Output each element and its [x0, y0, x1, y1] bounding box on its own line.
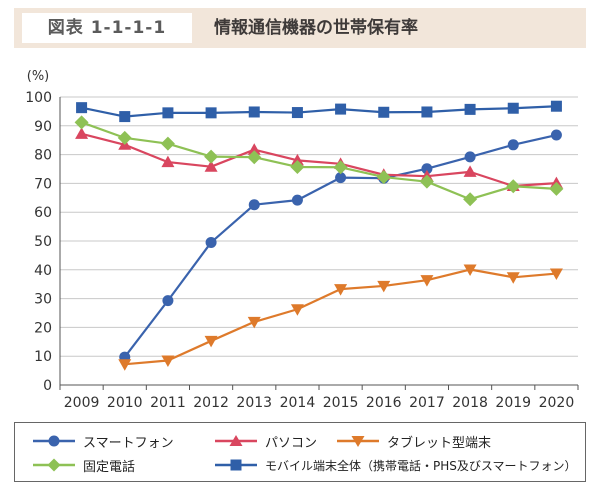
- point-landline-2019: [506, 179, 521, 194]
- series-line-pc: [81, 132, 557, 188]
- point-smartphone-2015: [335, 172, 347, 184]
- point-pc-2012: [204, 160, 218, 172]
- point-tablet-2013: [247, 316, 261, 329]
- point-landline-2020: [549, 181, 564, 196]
- point-landline-2014: [290, 159, 305, 174]
- point-landline-2010: [117, 130, 132, 145]
- x-tick-label-2013: 2013: [236, 395, 272, 411]
- point-mobile-2012: [205, 107, 217, 119]
- x-tick-label-2016: 2016: [366, 395, 402, 411]
- legend-swatch-pc: [215, 435, 257, 446]
- legend-item-smartphone: スマートフォン: [31, 431, 174, 451]
- legend-label-tablet: タブレット型端末: [387, 435, 492, 451]
- point-landline-2011: [160, 136, 175, 151]
- figure-number: 図表 1-1-1-1: [22, 13, 192, 43]
- y-tick-label-20: 20: [34, 320, 52, 336]
- point-tablet-2020: [549, 268, 563, 281]
- figure-header: 図表 1-1-1-1 情報通信機器の世帯保有率: [0, 0, 600, 56]
- x-tick-label-2019: 2019: [495, 395, 531, 411]
- point-tablet-2014: [290, 304, 304, 316]
- y-tick-label-50: 50: [34, 234, 52, 250]
- legend-item-mobile: モバイル端末全体（携帯電話・PHS及びスマートフォン）: [213, 455, 577, 475]
- point-landline-2018: [463, 192, 478, 207]
- point-mobile-2019: [507, 102, 519, 114]
- legend-item-pc: パソコン: [213, 431, 317, 451]
- y-tick-label-0: 0: [43, 378, 52, 394]
- point-pc-2018: [463, 165, 477, 177]
- series-line-landline: [81, 121, 557, 201]
- legend-item-tablet: タブレット型端末: [335, 431, 491, 451]
- point-mobile-2015: [335, 103, 347, 115]
- point-landline-2016: [376, 170, 391, 185]
- legend-swatch-mobile: [215, 459, 257, 471]
- point-mobile-2018: [464, 103, 476, 115]
- point-mobile-2020: [550, 100, 562, 112]
- point-smartphone-2012: [205, 236, 217, 248]
- legend-swatch-tablet: [337, 436, 379, 447]
- series-line-mobile: [81, 105, 557, 118]
- point-landline-2012: [204, 149, 219, 164]
- point-tablet-2010: [118, 359, 132, 371]
- point-smartphone-2018: [464, 151, 476, 163]
- x-tick-label-2017: 2017: [409, 395, 445, 411]
- x-tick-label-2010: 2010: [107, 395, 143, 411]
- y-tick-label-90: 90: [34, 119, 52, 135]
- y-tick-label-60: 60: [34, 205, 52, 221]
- point-smartphone-2011: [162, 295, 174, 307]
- y-tick-label-100: 100: [25, 90, 52, 106]
- point-landline-2017: [419, 174, 434, 189]
- y-tick-label-40: 40: [34, 263, 52, 279]
- point-smartphone-2019: [507, 139, 519, 151]
- point-mobile-2014: [291, 107, 303, 119]
- x-tick-label-2012: 2012: [193, 395, 229, 411]
- point-smartphone-2014: [291, 194, 303, 206]
- point-landline-2013: [247, 150, 262, 165]
- point-mobile-2010: [119, 111, 131, 123]
- point-mobile-2011: [162, 107, 174, 119]
- point-pc-2013: [247, 143, 261, 155]
- x-tick-label-2018: 2018: [452, 395, 488, 411]
- legend-label-pc: パソコン: [265, 435, 318, 451]
- y-axis-unit-label: (%): [27, 69, 50, 84]
- point-tablet-2012: [204, 335, 218, 348]
- y-tick-label-80: 80: [34, 148, 52, 164]
- point-mobile-2016: [378, 106, 390, 118]
- point-mobile-2017: [421, 106, 433, 118]
- series-line-tablet: [124, 268, 557, 366]
- point-tablet-2016: [377, 280, 391, 293]
- y-tick-label-10: 10: [34, 349, 52, 365]
- point-tablet-2018: [463, 264, 477, 277]
- point-landline-2015: [333, 160, 348, 175]
- point-smartphone-2020: [550, 129, 562, 141]
- legend-item-landline: 固定電話: [31, 455, 135, 475]
- legend-swatch-smartphone: [33, 435, 75, 447]
- point-mobile-2013: [248, 106, 260, 118]
- x-tick-label-2015: 2015: [323, 395, 359, 411]
- point-pc-2014: [290, 153, 304, 166]
- chart-legend: スマートフォン パソコン タブレット型端末 固定電話 モバイル端末全体（携帯電話…: [14, 422, 586, 482]
- y-tick-label-30: 30: [34, 292, 52, 308]
- point-tablet-2011: [161, 355, 175, 368]
- point-tablet-2019: [506, 272, 520, 284]
- point-pc-2011: [161, 155, 175, 168]
- line-chart: 0 10 20 30 40 50 60 70 80 90 100 (%) 2009 2010 2011 201…: [25, 69, 579, 411]
- point-smartphone-2013: [248, 199, 260, 211]
- legend-label-mobile: モバイル端末全体（携帯電話・PHS及びスマートフォン）: [265, 458, 577, 473]
- point-landline-2009: [74, 115, 89, 130]
- point-mobile-2009: [76, 102, 88, 114]
- x-tick-label-2020: 2020: [539, 395, 575, 411]
- point-smartphone-2017: [421, 163, 433, 175]
- figure-title: 情報通信機器の世帯保有率: [214, 18, 418, 38]
- y-tick-label-70: 70: [34, 176, 52, 192]
- point-tablet-2015: [334, 284, 348, 296]
- legend-swatch-landline: [33, 458, 75, 472]
- x-tick-label-2009: 2009: [64, 395, 100, 411]
- x-tick-label-2011: 2011: [150, 395, 186, 411]
- legend-label-smartphone: スマートフォン: [83, 435, 174, 451]
- x-tick-label-2014: 2014: [280, 395, 316, 411]
- legend-label-landline: 固定電話: [83, 459, 136, 475]
- point-tablet-2017: [420, 275, 434, 287]
- point-pc-2009: [75, 127, 89, 139]
